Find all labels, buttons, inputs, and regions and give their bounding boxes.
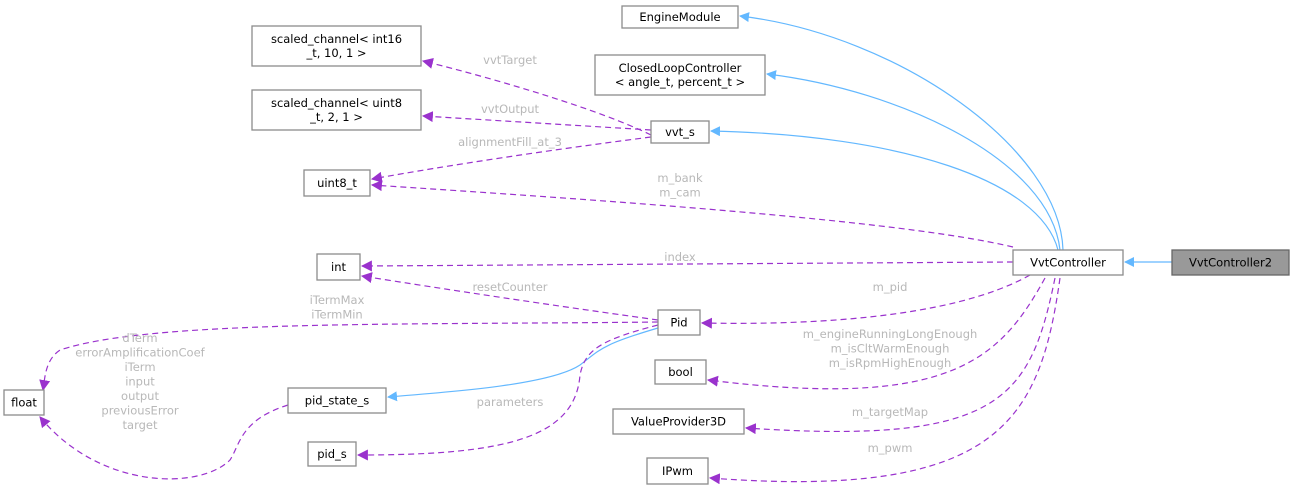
- node-label: _t, 2, 1 >: [309, 110, 363, 124]
- class-node-int[interactable]: int: [316, 253, 361, 281]
- edge-label: errorAmplificationCoef: [75, 346, 205, 360]
- edge-label: iTermMin: [311, 308, 362, 322]
- edge-label: m_pid: [873, 280, 908, 294]
- inheritance-edge-VvtController-vvt_s: [710, 126, 1059, 251]
- usage-edge-VvtController-Pid: [700, 274, 1031, 329]
- node-label: int: [331, 260, 346, 274]
- node-label: uint8_t: [317, 176, 357, 190]
- edge-label: m_cam: [659, 186, 701, 200]
- edge-label: previousError: [101, 404, 178, 418]
- edge-label: vvtTarget: [483, 53, 537, 67]
- usage-edge-VvtController-uint8_t: [370, 180, 1014, 248]
- usage-edge-VvtController-IPwm: [708, 277, 1061, 485]
- edge-label: input: [125, 375, 155, 389]
- class-node-ClosedLoopController[interactable]: ClosedLoopController< angle_t, percent_t…: [594, 54, 766, 96]
- node-label: scaled_channel< int16: [271, 32, 402, 46]
- edge-label: m_engineRunningLongEnough: [803, 327, 978, 341]
- node-label: ValueProvider3D: [631, 415, 726, 429]
- edge-label: m_isCltWarmEnough: [831, 342, 950, 356]
- inheritance-edge-VvtController-ClosedLoopController: [766, 70, 1061, 251]
- inheritance-edge-Pid-pid_state_s: [387, 327, 659, 402]
- edge-label: alignmentFill_at_3: [458, 135, 562, 149]
- usage-edge-VvtController-bool: [706, 277, 1046, 390]
- edge-label: iTermMax: [310, 293, 365, 307]
- class-node-uint8_t[interactable]: uint8_t: [303, 169, 371, 197]
- class-node-sc_int16[interactable]: scaled_channel< int16_t, 10, 1 >: [251, 25, 422, 67]
- inheritance-edge-VvtController-EngineModule: [739, 12, 1064, 251]
- node-box: [650, 120, 710, 144]
- node-box: [316, 253, 361, 281]
- node-box: [654, 359, 707, 385]
- edge-label: m_isRpmHighEnough: [829, 356, 952, 370]
- node-label: IPwm: [662, 464, 693, 478]
- node-label: Pid: [670, 316, 687, 330]
- class-node-bool[interactable]: bool: [654, 359, 707, 385]
- class-node-Pid[interactable]: Pid: [657, 309, 701, 336]
- node-box: [646, 457, 709, 485]
- node-box: [621, 5, 739, 29]
- class-node-pid_s[interactable]: pid_s: [307, 441, 357, 467]
- usage-edge-pid_state_s-float: [39, 404, 289, 480]
- usage-edge-vvt_s-sc_int16: [421, 58, 652, 136]
- node-box: [307, 441, 357, 467]
- class-node-IPwm[interactable]: IPwm: [646, 457, 709, 485]
- node-box: [3, 389, 45, 416]
- edge-label: index: [664, 250, 696, 264]
- usage-edge-VvtController-int: [360, 260, 1014, 272]
- class-node-VvtController2: VvtController2: [1171, 249, 1290, 276]
- node-label: pid_state_s: [305, 394, 369, 408]
- class-node-vvt_s[interactable]: vvt_s: [650, 120, 710, 144]
- node-label: float: [11, 396, 37, 410]
- node-label: _t, 10, 1 >: [305, 46, 366, 60]
- edge-label: m_pwm: [868, 441, 913, 455]
- node-label: bool: [668, 365, 693, 379]
- node-box: [1012, 249, 1124, 276]
- node-label: vvt_s: [665, 125, 695, 139]
- node-label: EngineModule: [639, 10, 720, 24]
- edge-label: dTerm: [122, 331, 157, 345]
- node-label: ClosedLoopController: [619, 61, 742, 75]
- node-label: VvtController: [1030, 256, 1106, 270]
- node-label: pid_s: [317, 447, 347, 461]
- usage-edge-VvtController-ValueProvider3D: [744, 277, 1056, 435]
- edge-label: iTerm: [124, 360, 155, 374]
- node-box: [303, 169, 371, 197]
- class-node-float[interactable]: float: [3, 389, 45, 416]
- edge-label: vvtOutput: [481, 102, 540, 116]
- edge-label: target: [123, 418, 158, 432]
- node-box: [612, 408, 745, 435]
- class-node-pid_state_s[interactable]: pid_state_s: [287, 387, 387, 414]
- class-node-EngineModule[interactable]: EngineModule: [621, 5, 739, 29]
- usage-edge-Pid-int: [360, 272, 659, 321]
- edge-label: parameters: [477, 395, 544, 409]
- node-box: [1171, 249, 1290, 276]
- edge-label: resetCounter: [472, 280, 547, 294]
- usage-edge-vvt_s-sc_uint8: [421, 111, 652, 131]
- edge-label: m_targetMap: [852, 405, 928, 419]
- class-node-ValueProvider3D[interactable]: ValueProvider3D: [612, 408, 745, 435]
- edge-label: output: [121, 389, 159, 403]
- node-box: [594, 54, 766, 96]
- node-box: [657, 309, 701, 336]
- usage-edge-Pid-pid_s: [356, 324, 659, 461]
- node-label: scaled_channel< uint8: [271, 96, 402, 110]
- class-node-VvtController[interactable]: VvtController: [1012, 249, 1124, 276]
- node-box: [287, 387, 387, 414]
- node-box: [251, 89, 422, 131]
- usage-edge-vvt_s-uint8_t: [370, 136, 652, 183]
- node-label: < angle_t, percent_t >: [615, 75, 745, 89]
- node-box: [251, 25, 422, 67]
- edge-label: m_bank: [657, 171, 703, 185]
- node-label: VvtController2: [1189, 256, 1272, 270]
- class-node-sc_uint8[interactable]: scaled_channel< uint8_t, 2, 1 >: [251, 89, 422, 131]
